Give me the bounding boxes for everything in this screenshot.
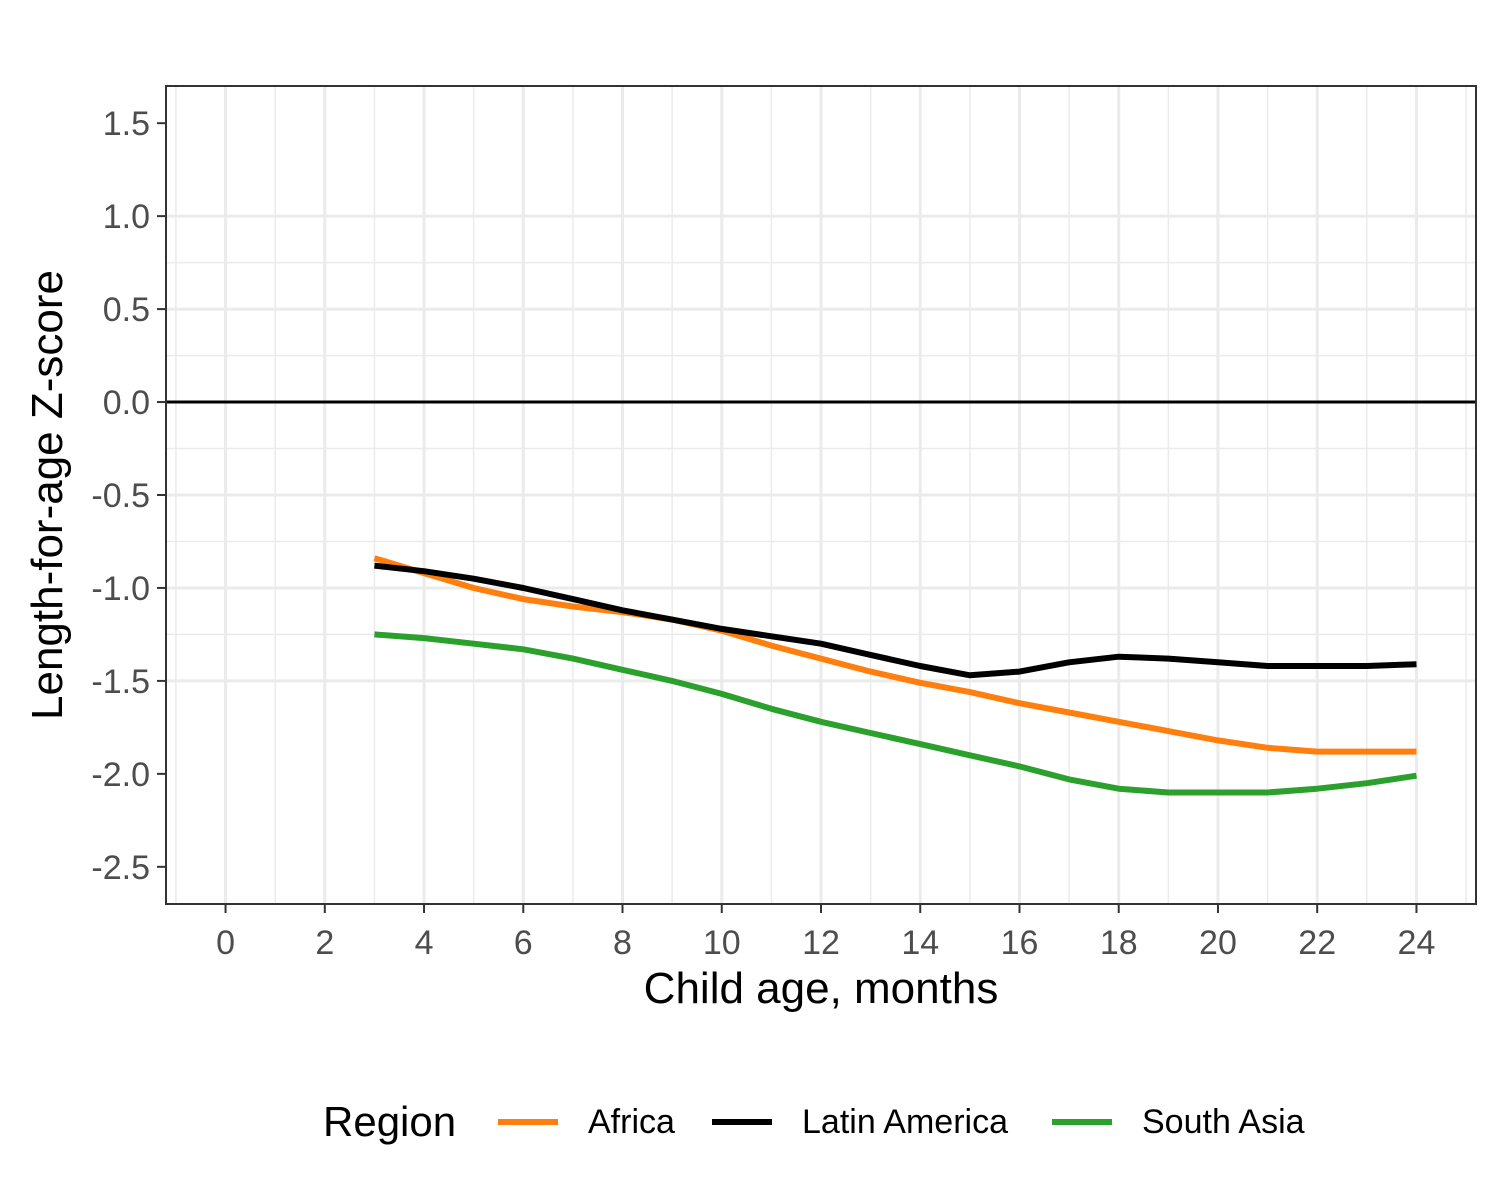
x-tick-label: 10 <box>703 924 741 962</box>
y-axis: 1.5 1.0 0.5 0.0 -0.5 -1.0 -1.5 -2.0 -2.5 <box>91 105 166 887</box>
x-tick-label: 2 <box>315 924 334 962</box>
y-tick-label: -1.5 <box>91 663 150 701</box>
x-tick-label: 4 <box>415 924 434 962</box>
x-tick-label: 12 <box>802 924 840 962</box>
y-tick-label: 0.0 <box>103 384 150 422</box>
x-tick-label: 0 <box>216 924 235 962</box>
series-lines <box>373 555 1417 796</box>
x-tick-label: 16 <box>1001 924 1039 962</box>
series-line-africa <box>373 555 1417 755</box>
y-axis-title: Length-for-age Z-score <box>23 270 72 720</box>
y-tick-label: 1.5 <box>103 105 150 143</box>
legend-title: Region <box>323 1098 456 1145</box>
y-tick-label: -2.0 <box>91 756 150 794</box>
x-tick-label: 20 <box>1199 924 1237 962</box>
legend-label: Latin America <box>802 1103 1008 1141</box>
y-tick-label: 1.0 <box>103 198 150 236</box>
legend-items: Africa Latin America South Asia <box>498 1103 1305 1141</box>
y-tick-label: 0.5 <box>103 291 150 329</box>
series-line-south-asia <box>374 631 1417 796</box>
legend-label: South Asia <box>1142 1103 1305 1141</box>
x-tick-label: 18 <box>1100 924 1138 962</box>
series-line-latin-america <box>374 562 1417 679</box>
y-tick-label: -2.5 <box>91 849 150 887</box>
grid <box>166 86 1476 904</box>
x-tick-label: 8 <box>613 924 632 962</box>
legend-label: Africa <box>588 1103 675 1141</box>
x-axis: 0 2 4 6 8 10 12 14 16 18 20 22 24 <box>216 904 1435 962</box>
y-tick-label: -1.0 <box>91 570 150 608</box>
x-axis-title: Child age, months <box>644 964 999 1013</box>
legend: Region Africa Latin America South Asia <box>323 1098 1305 1145</box>
x-tick-label: 24 <box>1398 924 1436 962</box>
y-tick-label: -0.5 <box>91 477 150 515</box>
x-tick-label: 14 <box>901 924 939 962</box>
x-tick-label: 22 <box>1298 924 1336 962</box>
x-tick-label: 6 <box>514 924 533 962</box>
